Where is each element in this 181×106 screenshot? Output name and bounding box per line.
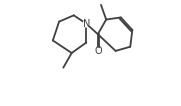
Circle shape [95,48,100,54]
Text: O: O [94,46,102,56]
Text: N: N [83,19,90,29]
Circle shape [83,21,89,27]
